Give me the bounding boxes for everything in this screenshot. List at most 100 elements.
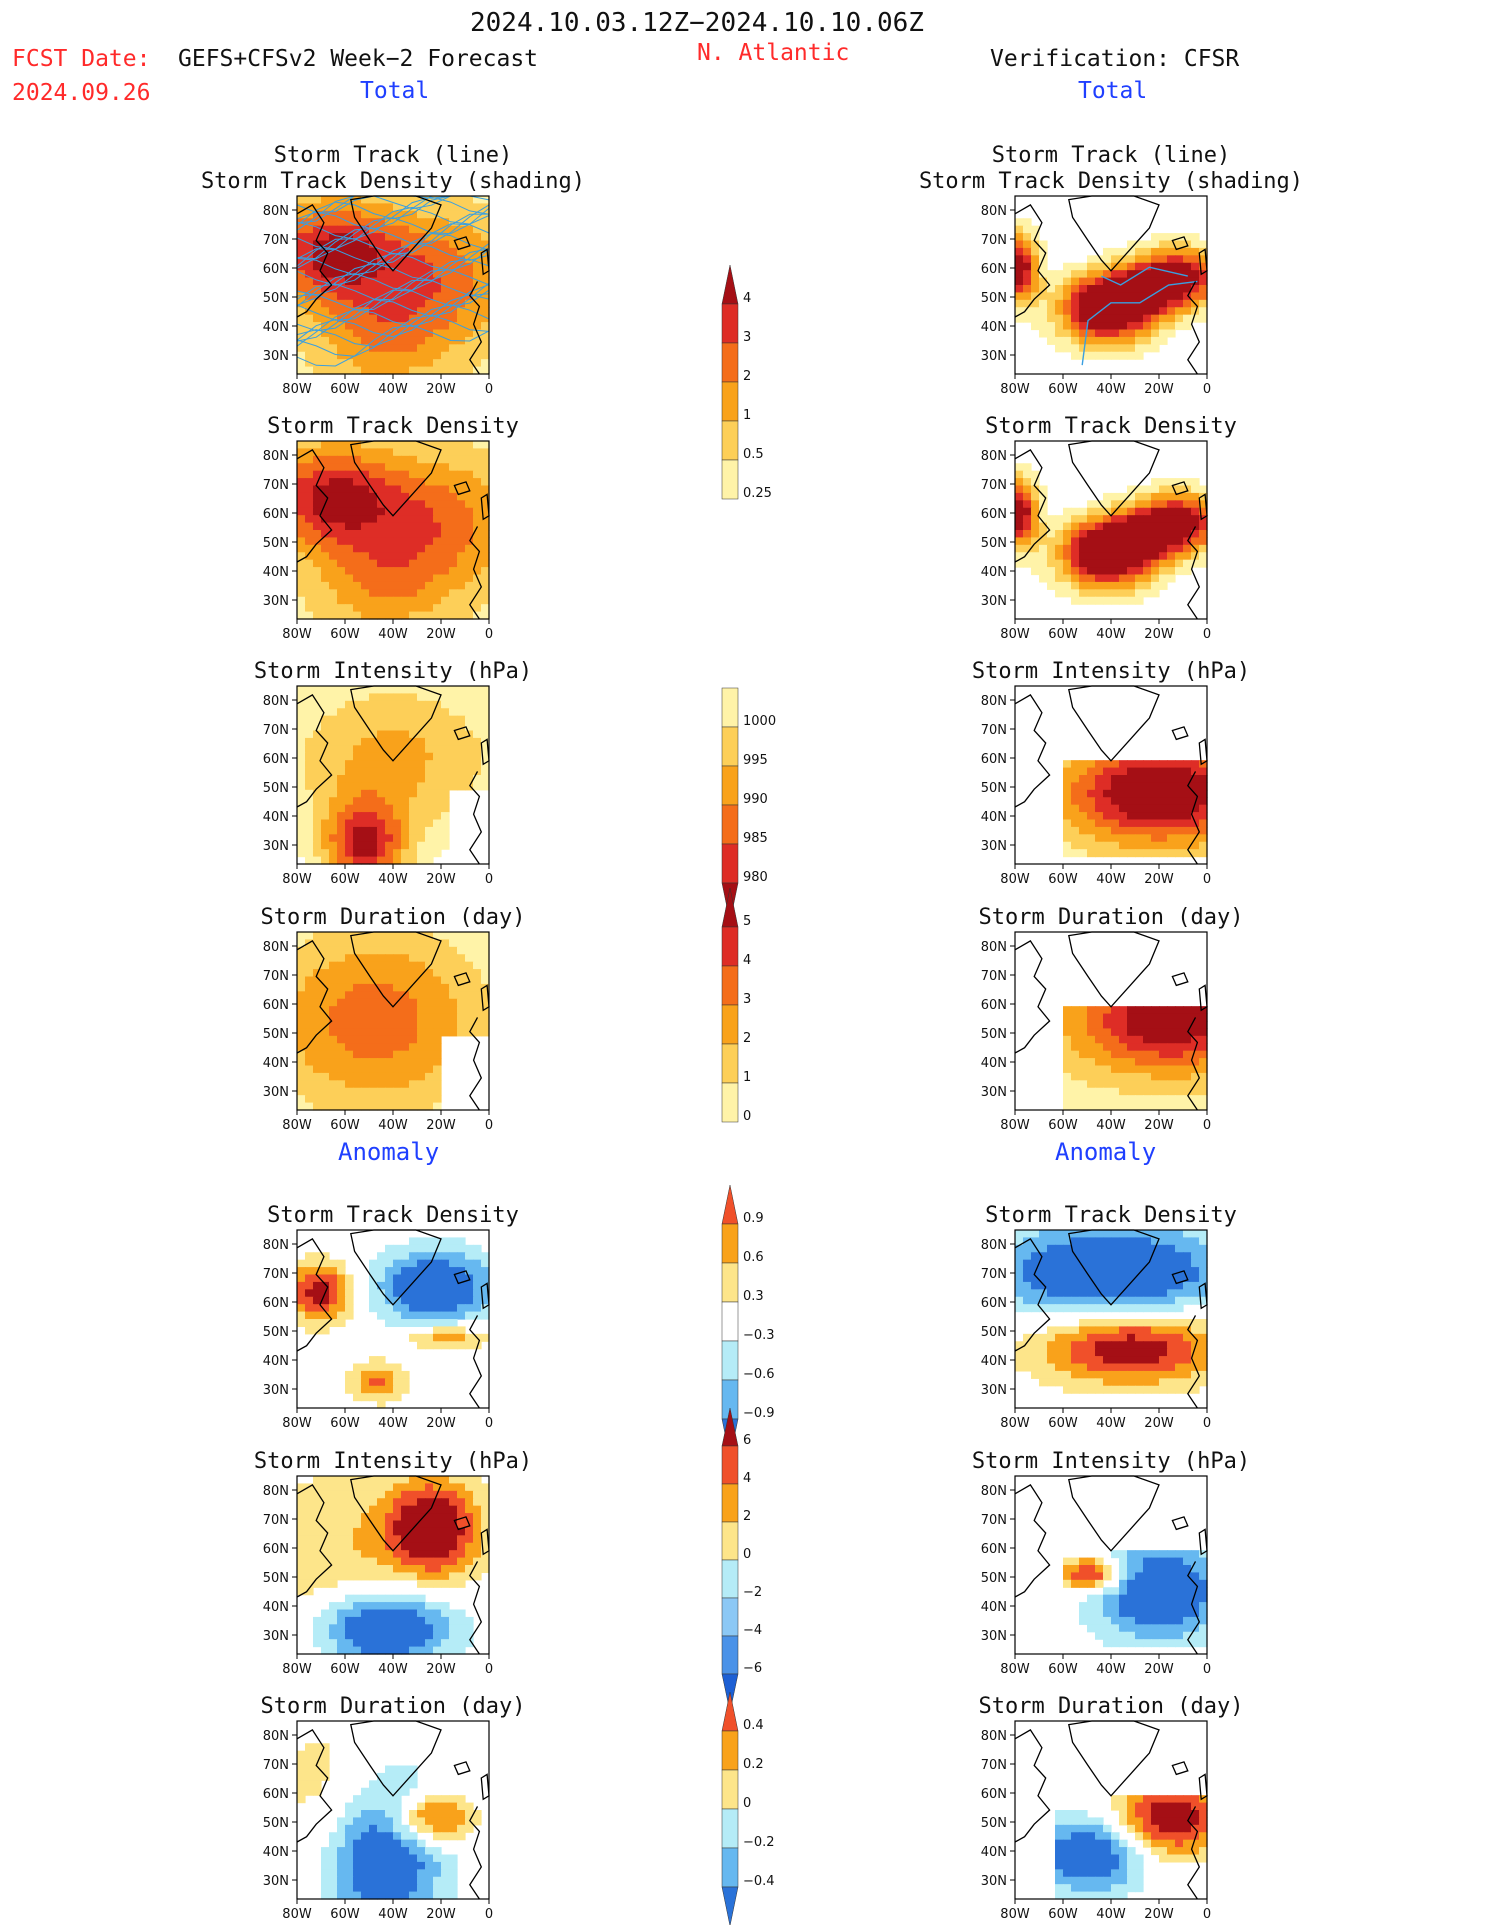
- shading-cell: [393, 1616, 402, 1625]
- shading-cell: [465, 961, 474, 970]
- shading-cell: [1175, 522, 1184, 531]
- shading-cell: [393, 581, 402, 590]
- lat-tick-label: 70N: [263, 723, 289, 738]
- shading-cell: [1063, 834, 1072, 843]
- shading-cell: [1063, 1296, 1072, 1305]
- shading-cell: [1055, 1230, 1064, 1239]
- shading-cell: [1023, 1304, 1032, 1313]
- shading-cell: [1095, 1230, 1104, 1239]
- shading-cell: [1071, 1363, 1080, 1372]
- shading-cell: [1119, 1378, 1128, 1387]
- shading-cell: [401, 581, 410, 590]
- shading-cell: [1119, 336, 1128, 345]
- shading-cell: [345, 782, 354, 791]
- shading-cell: [321, 247, 330, 256]
- lon-tick-label: 0: [1203, 627, 1211, 642]
- shading-cell: [433, 961, 442, 970]
- shading-cell: [1119, 1259, 1128, 1268]
- shading-cell: [1191, 775, 1200, 784]
- shading-cell: [1111, 826, 1120, 835]
- shading-cell: [393, 1072, 402, 1081]
- shading-cell: [1095, 812, 1104, 821]
- shading-cell: [1095, 782, 1104, 791]
- shading-cell: [425, 1095, 434, 1104]
- shading-cell: [353, 567, 362, 576]
- shading-cell: [337, 700, 346, 709]
- shading-cell: [1135, 812, 1144, 821]
- shading-cell: [385, 1490, 394, 1499]
- shading-cell: [297, 767, 306, 776]
- shading-cell: [433, 1267, 442, 1276]
- shading-cell: [377, 359, 386, 368]
- shading-cell: [457, 1281, 466, 1290]
- shading-cell: [329, 225, 338, 234]
- shading-cell: [1127, 1006, 1136, 1015]
- shading-cell: [297, 611, 306, 620]
- shading-cell: [1199, 775, 1208, 784]
- shading-cell: [1191, 849, 1200, 858]
- shading-cell: [385, 344, 394, 353]
- shading-cell: [345, 270, 354, 279]
- shading-cell: [1079, 760, 1088, 769]
- shading-cell: [361, 441, 370, 450]
- shading-cell: [433, 203, 442, 212]
- lon-tick-label: 60W: [330, 872, 360, 887]
- shading-cell: [1039, 559, 1048, 568]
- shading-cell: [313, 1252, 322, 1261]
- shading-cell: [1175, 1102, 1184, 1111]
- shading-cell: [313, 314, 322, 323]
- shading-cell: [433, 262, 442, 271]
- shading-cell: [441, 1267, 450, 1276]
- shading-cell: [369, 1616, 378, 1625]
- shading-cell: [337, 210, 346, 219]
- shading-cell: [297, 1527, 306, 1536]
- shading-cell: [321, 841, 330, 850]
- shading-cell: [305, 841, 314, 850]
- shading-cell: [1143, 1028, 1152, 1037]
- shading-cell: [361, 1095, 370, 1104]
- shading-cell: [337, 1520, 346, 1529]
- shading-cell: [449, 969, 458, 978]
- shading-cell: [1183, 1370, 1192, 1379]
- shading-cell: [425, 210, 434, 219]
- shading-cell: [393, 708, 402, 717]
- shading-cell: [433, 1483, 442, 1492]
- shading-cell: [1031, 1363, 1040, 1372]
- shading-cell: [313, 1639, 322, 1648]
- shading-cell: [1127, 819, 1136, 828]
- shading-cell: [1047, 559, 1056, 568]
- lat-tick-label: 80N: [263, 204, 289, 219]
- shading-cell: [377, 240, 386, 249]
- shading-cell: [313, 470, 322, 479]
- shading-cell: [345, 299, 354, 308]
- shading-cell: [473, 225, 482, 234]
- shading-cell: [481, 336, 490, 345]
- shading-cell: [1175, 567, 1184, 576]
- shading-cell: [345, 961, 354, 970]
- shading-cell: [329, 1080, 338, 1089]
- shading-cell: [329, 559, 338, 568]
- shading-cell: [441, 812, 450, 821]
- shading-cell: [1063, 1259, 1072, 1268]
- shading-cell: [353, 611, 362, 620]
- lon-tick-label: 60W: [1048, 627, 1078, 642]
- lat-tick-label: 80N: [981, 1238, 1007, 1253]
- shading-cell: [1127, 1550, 1136, 1559]
- shading-cell: [433, 1058, 442, 1067]
- shading-cell: [377, 1594, 386, 1603]
- shading-cell: [457, 1490, 466, 1499]
- shading-cell: [1143, 797, 1152, 806]
- shading-cell: [337, 1102, 346, 1111]
- shading-cell: [1079, 1230, 1088, 1239]
- shading-cell: [1087, 581, 1096, 590]
- shading-cell: [313, 998, 322, 1007]
- shading-cell: [1199, 819, 1208, 828]
- shading-cell: [337, 596, 346, 605]
- shading-cell: [481, 240, 490, 249]
- shading-cell: [433, 277, 442, 286]
- shading-cell: [1175, 322, 1184, 331]
- shading-cell: [1063, 1050, 1072, 1059]
- shading-cell: [1175, 1087, 1184, 1096]
- shading-cell: [1015, 544, 1024, 553]
- shading-cell: [473, 1274, 482, 1283]
